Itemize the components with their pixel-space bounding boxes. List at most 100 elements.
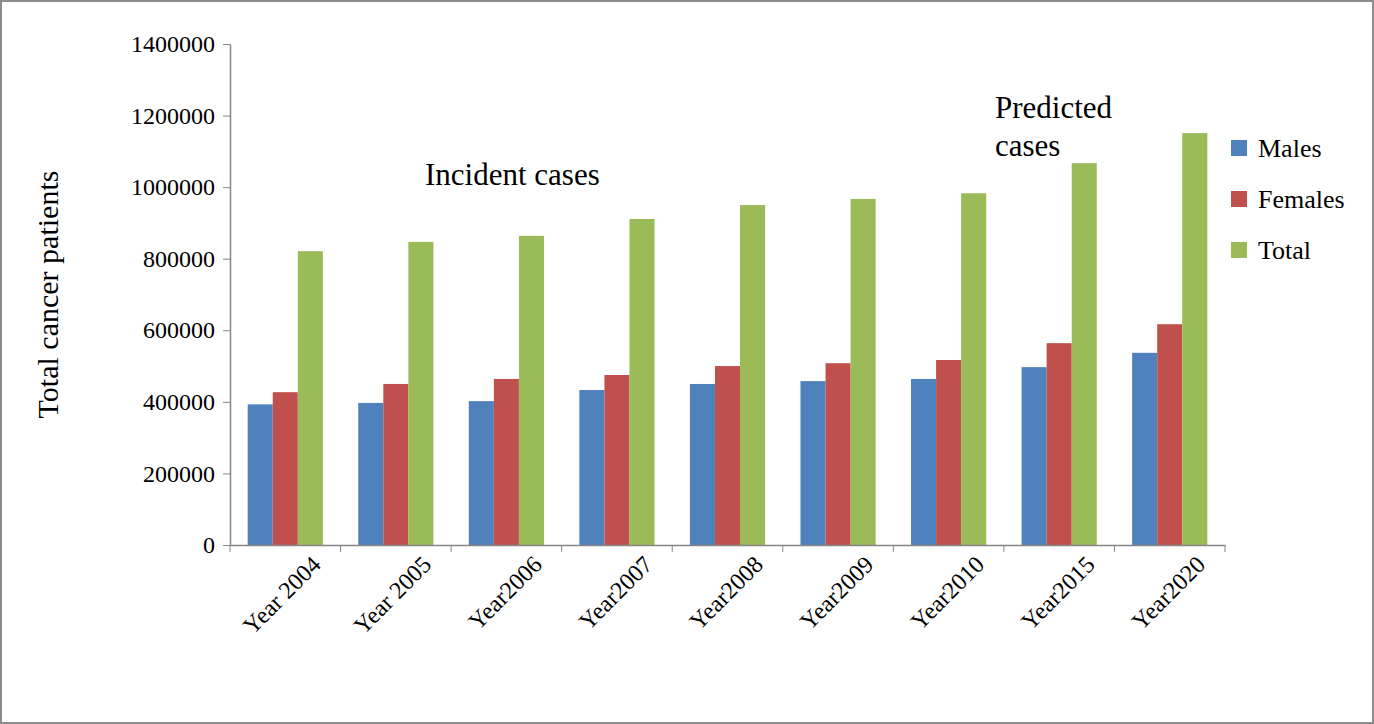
legend-item: Total	[1231, 236, 1311, 265]
x-tick: Year2015	[1016, 545, 1100, 635]
bar	[800, 381, 825, 545]
y-axis-title: Total cancer patients	[31, 171, 64, 419]
bar	[494, 379, 519, 545]
y-tick-label: 600000	[143, 317, 215, 343]
x-tick: Year2007	[574, 545, 658, 635]
category-divider	[1225, 545, 1226, 552]
y-axis-line	[230, 45, 232, 546]
category-divider	[230, 545, 231, 552]
x-tick: Year 2004	[238, 545, 326, 639]
y-tick-label: 1000000	[131, 174, 215, 200]
x-tick-label: Year2020	[1127, 551, 1211, 635]
legend-swatch	[1231, 140, 1247, 156]
bar	[961, 193, 986, 545]
x-tick: Year2008	[684, 545, 768, 635]
y-tick-mark	[223, 259, 230, 260]
bar	[715, 366, 740, 545]
bar	[604, 375, 629, 545]
y-tick-mark	[223, 116, 230, 117]
category-divider	[1114, 545, 1115, 552]
x-tick-label: Year2007	[574, 551, 658, 635]
bar	[248, 404, 273, 545]
legend: Males Females Total	[1231, 134, 1345, 265]
x-tick-label: Year 2005	[349, 551, 437, 639]
y-tick-label: 1400000	[131, 31, 215, 57]
category-divider	[1003, 545, 1004, 552]
legend-swatch	[1231, 242, 1247, 258]
bar	[1072, 163, 1097, 545]
x-tick: Year2010	[906, 545, 990, 635]
bars	[248, 133, 1208, 545]
bar	[298, 251, 323, 545]
x-axis: Year 2004 Year 2005 Year2006 Year2007 Year20…	[231, 545, 1226, 639]
bar	[690, 384, 715, 545]
bar	[579, 390, 604, 545]
bar	[911, 379, 936, 545]
y-tick: 1000000	[131, 174, 230, 200]
y-tick: 800000	[143, 246, 230, 272]
chart: 0 200000 400000 600000 800000 1000000 1200000 1…	[0, 0, 1374, 724]
bar	[851, 199, 876, 545]
x-axis-line	[231, 545, 1226, 547]
bar	[519, 236, 544, 545]
bar	[826, 363, 851, 545]
x-tick: Year2006	[463, 545, 547, 635]
bar	[273, 392, 298, 545]
y-axis: 0 200000 400000 600000 800000 1000000 1200000 1…	[131, 31, 231, 558]
bar	[358, 403, 383, 545]
legend-label: Total	[1258, 236, 1311, 265]
y-tick: 400000	[143, 389, 230, 415]
y-tick-mark	[223, 187, 230, 188]
x-tick: Year 2005	[349, 545, 437, 639]
bar	[740, 205, 765, 545]
y-tick-mark	[223, 44, 230, 45]
bar	[629, 219, 654, 545]
y-tick: 1400000	[131, 31, 230, 57]
y-tick: 1200000	[131, 103, 230, 129]
y-tick: 600000	[143, 317, 230, 343]
category-divider	[451, 545, 452, 552]
y-tick-label: 800000	[143, 246, 215, 272]
bar	[1157, 324, 1182, 545]
legend-swatch	[1231, 191, 1247, 207]
legend-label: Males	[1258, 134, 1322, 163]
legend-item: Males	[1231, 134, 1322, 163]
category-dividers	[230, 545, 1225, 552]
x-tick-label: Year2015	[1016, 551, 1100, 635]
bar	[936, 360, 961, 545]
x-tick-label: Year2010	[906, 551, 990, 635]
x-tick-label: Year2008	[684, 551, 768, 635]
category-divider	[672, 545, 673, 552]
category-divider	[893, 545, 894, 552]
y-tick-mark	[223, 402, 230, 403]
bar	[1132, 353, 1157, 545]
y-tick: 0	[203, 532, 230, 558]
y-tick: 200000	[143, 461, 230, 487]
y-tick-mark	[223, 330, 230, 331]
bar	[469, 401, 494, 545]
bar	[1047, 343, 1072, 545]
category-divider	[782, 545, 783, 552]
category-divider	[340, 545, 341, 552]
legend-label: Females	[1258, 185, 1345, 214]
bar	[1022, 367, 1047, 545]
plot: 0 200000 400000 600000 800000 1000000 1200000 1…	[131, 31, 1226, 639]
x-tick-label: Year2006	[463, 551, 547, 635]
bar-series	[248, 353, 1158, 545]
y-tick-mark	[223, 473, 230, 474]
x-tick: Year2009	[795, 545, 879, 635]
chart-frame	[1, 1, 1373, 723]
x-tick-label: Year 2004	[238, 551, 326, 639]
y-tick-label: 200000	[143, 461, 215, 487]
bar	[408, 242, 433, 545]
x-tick-label: Year2009	[795, 551, 879, 635]
x-tick: Year2020	[1127, 545, 1211, 635]
y-tick-label: 400000	[143, 389, 215, 415]
bar-series	[298, 133, 1208, 545]
y-tick-mark	[223, 545, 230, 546]
y-tick-label: 0	[203, 532, 215, 558]
y-tick-label: 1200000	[131, 103, 215, 129]
annotation: Incident cases	[425, 157, 600, 192]
bar	[1182, 133, 1207, 545]
bar	[383, 384, 408, 545]
